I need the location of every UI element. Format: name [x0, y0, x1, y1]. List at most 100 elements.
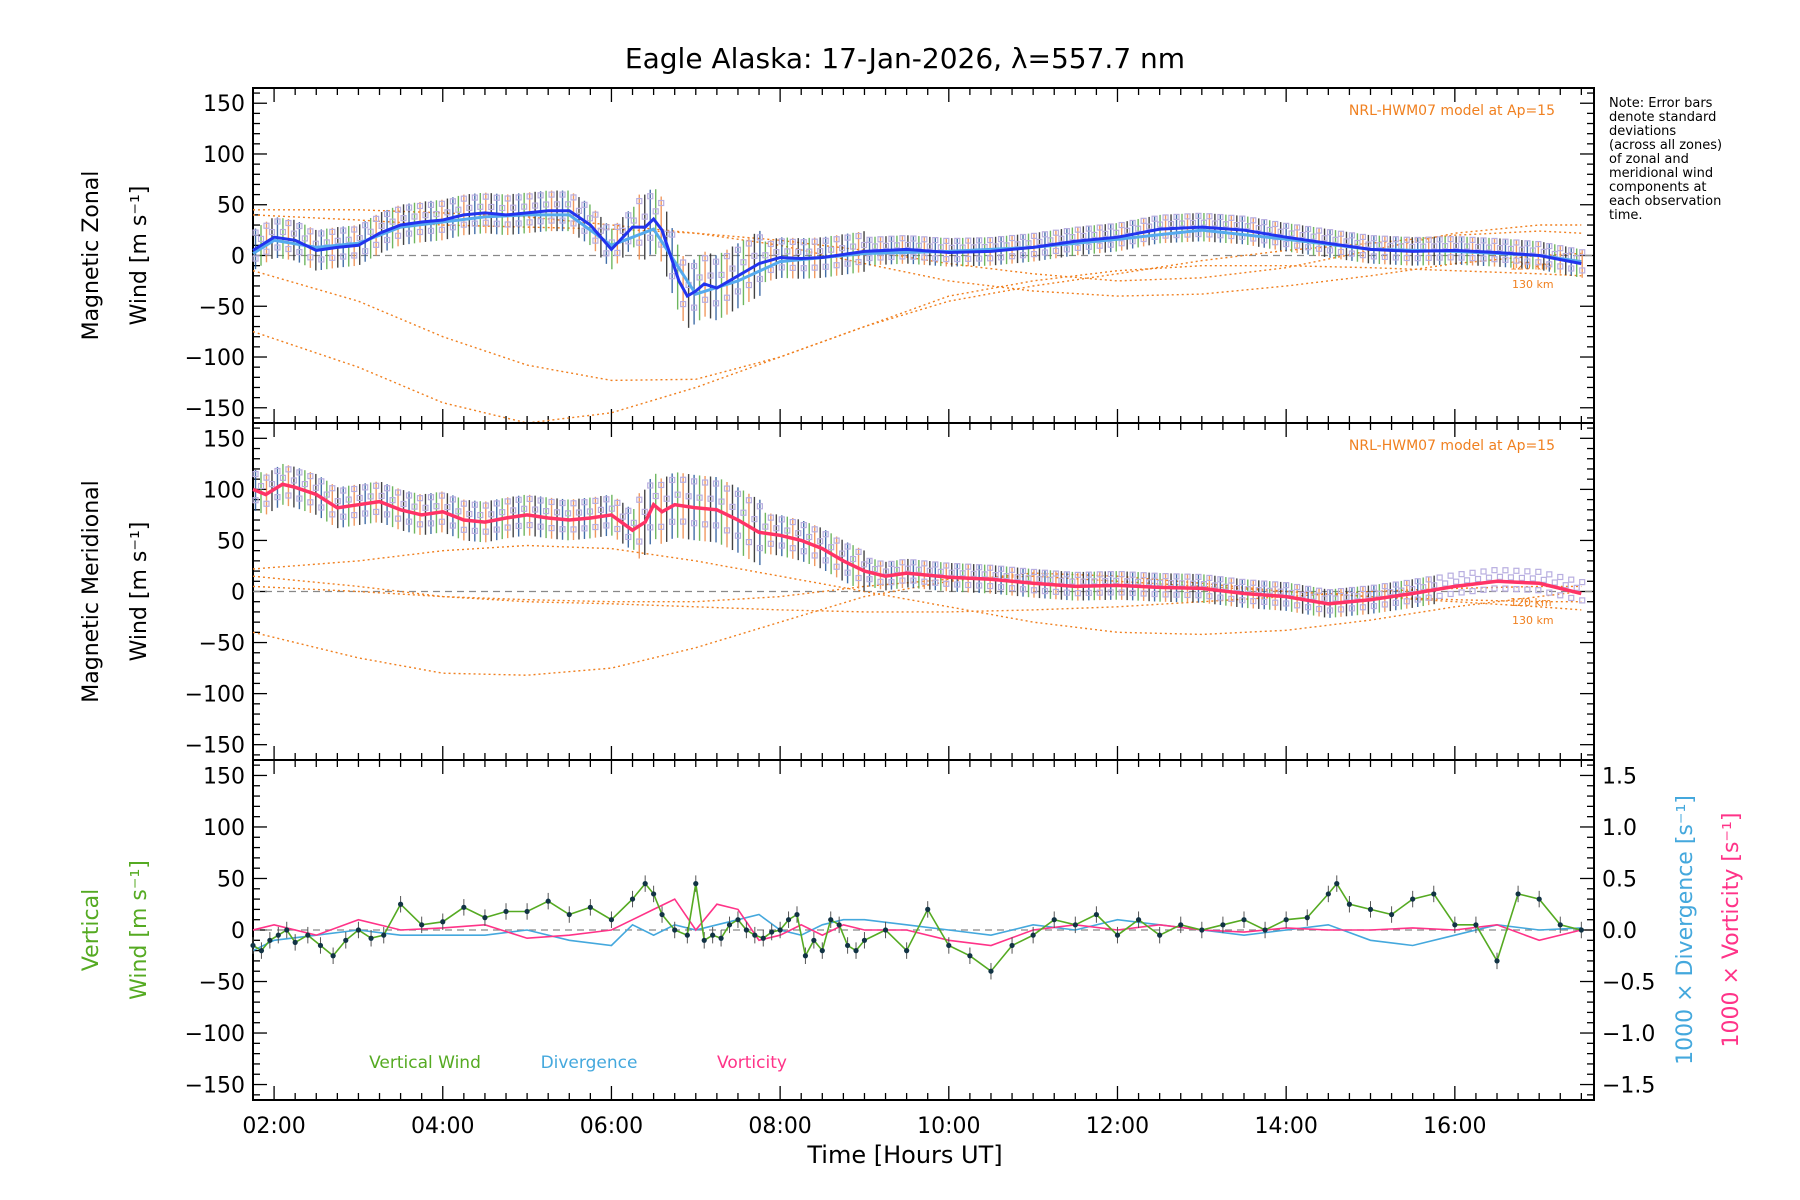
scatter-point	[1381, 601, 1388, 608]
scatter-point	[482, 219, 489, 226]
scatter-point	[1425, 594, 1432, 601]
scatter-point	[811, 552, 818, 559]
data-point	[1199, 927, 1205, 933]
scatter-point	[482, 528, 489, 535]
scatter-point	[690, 478, 698, 485]
scatter-point	[685, 493, 692, 500]
data-point	[743, 927, 749, 933]
scatter-point	[1354, 593, 1361, 600]
scatter-point	[729, 503, 736, 511]
scatter-point	[1129, 219, 1136, 227]
scatter-point	[1288, 230, 1295, 237]
scatter-point	[959, 570, 966, 577]
data-point	[684, 932, 690, 938]
scatter-point	[965, 237, 972, 244]
scatter-point	[1337, 606, 1345, 613]
scatter-point	[1529, 247, 1536, 254]
scatter-point	[1140, 590, 1147, 597]
scatter-point	[438, 492, 446, 499]
scatter-point	[477, 511, 484, 519]
scatter-point	[652, 492, 659, 500]
scatter-point	[658, 523, 665, 530]
scatter-point	[1107, 570, 1114, 578]
scatter-point	[740, 259, 747, 266]
scatter-point	[1250, 597, 1257, 605]
data-point	[292, 939, 298, 945]
scatter-point	[1474, 575, 1482, 583]
model-curve	[252, 265, 1582, 382]
scatter-point	[855, 548, 862, 555]
y2-tick-label: 1.0	[1602, 816, 1637, 841]
scatter-point	[274, 244, 281, 251]
scatter-point	[625, 212, 632, 219]
scatter-point	[455, 508, 462, 515]
scatter-point	[1485, 244, 1493, 251]
scatter-point	[1304, 225, 1312, 233]
scatter-point	[279, 228, 287, 236]
scatter-point	[910, 559, 917, 566]
scatter-point	[1496, 573, 1504, 580]
data-point	[710, 932, 716, 938]
scatter-point	[1272, 239, 1279, 246]
data-point	[904, 948, 910, 954]
scatter-point	[1326, 229, 1334, 236]
scatter-point	[1063, 571, 1070, 578]
scatter-point	[1135, 578, 1142, 585]
scatter-point	[970, 570, 977, 577]
data-point	[503, 908, 509, 915]
scatter-point	[493, 500, 500, 507]
scatter-point	[1211, 220, 1218, 227]
scatter-point	[570, 526, 577, 533]
scatter-point	[329, 511, 336, 518]
scatter-point	[1030, 232, 1038, 239]
scatter-point	[756, 234, 763, 241]
scatter-point	[1458, 254, 1465, 261]
scatter-point	[373, 508, 380, 516]
scatter-point	[548, 217, 555, 224]
scatter-point	[1442, 580, 1449, 587]
scatter-point	[1546, 242, 1553, 250]
scatter-point	[1244, 223, 1251, 230]
scatter-point	[581, 525, 588, 532]
scatter-point	[537, 192, 544, 199]
scatter-point	[1124, 578, 1131, 585]
x-axis-label: Time [Hours UT]	[806, 1141, 1002, 1169]
scatter-point	[1562, 582, 1569, 589]
scatter-point	[564, 201, 572, 208]
scatter-point	[307, 499, 314, 506]
scatter-point	[877, 578, 884, 585]
scatter-point	[1365, 592, 1372, 599]
scatter-point	[279, 474, 287, 481]
scatter-point	[597, 506, 605, 514]
model-label: NRL-HWM07 model at Ap=15	[1349, 103, 1555, 119]
scatter-point	[965, 255, 972, 262]
scatter-point	[257, 235, 265, 243]
scatter-point	[378, 492, 385, 500]
y2-tick-label: −1.0	[1602, 1022, 1655, 1047]
scatter-point	[1425, 236, 1432, 243]
data-point	[1135, 917, 1142, 923]
scatter-point	[252, 255, 259, 262]
scatter-point	[800, 239, 807, 246]
data-point	[1473, 922, 1479, 928]
scatter-point	[597, 227, 605, 234]
scatter-point	[296, 222, 303, 230]
scatter-point	[1200, 581, 1208, 588]
scatter-point	[427, 227, 435, 234]
scatter-point	[789, 518, 796, 526]
scatter-point	[745, 497, 753, 504]
scatter-point	[1074, 244, 1081, 251]
scatter-point	[811, 238, 818, 245]
scatter-point	[471, 501, 478, 508]
scatter-point	[1184, 591, 1191, 599]
scatter-point	[1573, 584, 1580, 591]
scatter-point	[1228, 214, 1235, 221]
scatter-point	[1206, 213, 1213, 220]
data-point	[1030, 932, 1036, 938]
scatter-point	[833, 563, 840, 570]
scatter-point	[488, 511, 495, 518]
data-point	[802, 953, 809, 959]
scatter-point	[1250, 217, 1257, 224]
scatter-point	[384, 210, 391, 218]
scatter-point	[1069, 234, 1076, 241]
